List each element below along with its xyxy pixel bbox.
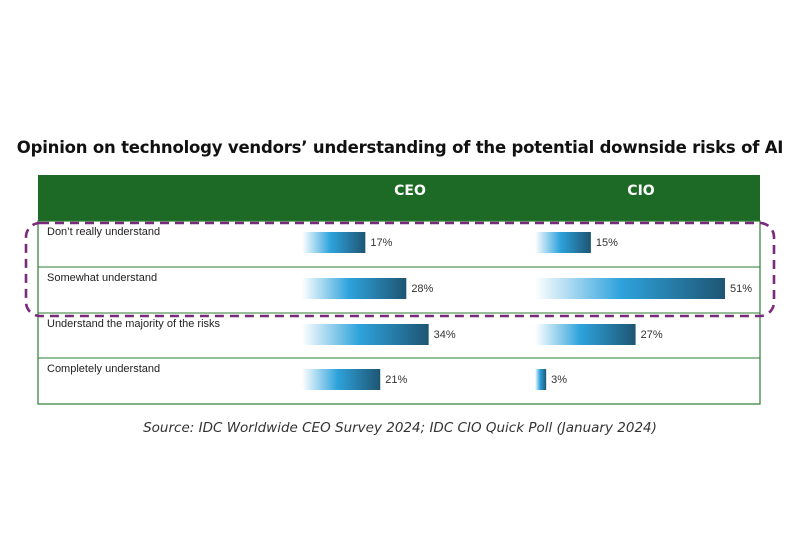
bar-ceo bbox=[302, 369, 381, 390]
row-label: Understand the majority of the risks bbox=[47, 318, 221, 330]
bar-ceo bbox=[302, 232, 366, 253]
value-label: 17% bbox=[370, 237, 392, 249]
value-label: 21% bbox=[385, 374, 407, 386]
header-band bbox=[38, 175, 760, 221]
highlight-box bbox=[24, 221, 776, 318]
row-label: Don’t really understand bbox=[47, 226, 160, 238]
value-label: 51% bbox=[730, 283, 752, 295]
value-label: 34% bbox=[434, 329, 456, 341]
row-label: Completely understand bbox=[47, 363, 160, 375]
bar-cio bbox=[535, 278, 725, 299]
bar-cio bbox=[535, 369, 547, 390]
column-header-ceo: CEO bbox=[394, 183, 426, 199]
bar-cio bbox=[535, 232, 591, 253]
value-label: 15% bbox=[596, 237, 618, 249]
bar-ceo bbox=[302, 324, 429, 345]
value-label: 28% bbox=[411, 283, 433, 295]
source-note: Source: IDC Worldwide CEO Survey 2024; I… bbox=[143, 420, 657, 436]
bar-cio bbox=[535, 324, 636, 345]
bar-ceo bbox=[302, 278, 407, 299]
column-header-cio: CIO bbox=[627, 183, 654, 199]
value-label: 27% bbox=[641, 329, 663, 341]
row-label: Somewhat understand bbox=[47, 272, 157, 284]
chart-title: Opinion on technology vendors’ understan… bbox=[16, 138, 784, 157]
value-label: 3% bbox=[551, 374, 567, 386]
